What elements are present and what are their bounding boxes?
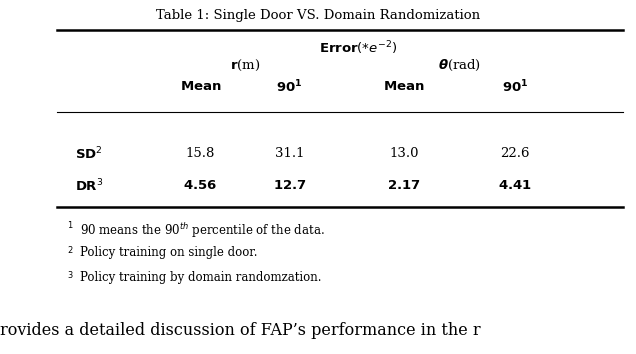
Text: $\mathbf{DR}^{3}$: $\mathbf{DR}^{3}$	[75, 178, 103, 194]
Text: 13.0: 13.0	[389, 148, 418, 160]
Text: rovides a detailed discussion of FAP’s performance in the r: rovides a detailed discussion of FAP’s p…	[0, 322, 481, 339]
Text: $\mathbf{Mean}$: $\mathbf{Mean}$	[383, 80, 425, 93]
Text: Policy training on single door.: Policy training on single door.	[80, 246, 257, 259]
Text: $^{1}$: $^{1}$	[67, 221, 73, 234]
Text: $\mathbf{2.17}$: $\mathbf{2.17}$	[387, 179, 420, 192]
Text: Table 1: Single Door VS. Domain Randomization: Table 1: Single Door VS. Domain Randomiz…	[156, 9, 480, 22]
Text: 22.6: 22.6	[501, 148, 530, 160]
Text: $\mathbf{r}$(m): $\mathbf{r}$(m)	[230, 58, 260, 73]
Text: $\mathbf{4.41}$: $\mathbf{4.41}$	[498, 179, 532, 192]
Text: $^{3}$: $^{3}$	[67, 271, 73, 284]
Text: $\boldsymbol{\theta}$(rad): $\boldsymbol{\theta}$(rad)	[438, 58, 481, 73]
Text: $^{2}$: $^{2}$	[67, 246, 73, 259]
Text: $\mathbf{Error}$$(*e^{-2})$: $\mathbf{Error}$$(*e^{-2})$	[319, 39, 397, 57]
Text: 90 means the 90$^{th}$ percentile of the data.: 90 means the 90$^{th}$ percentile of the…	[80, 221, 324, 240]
Text: $\mathbf{90}^{\mathbf{1}}$: $\mathbf{90}^{\mathbf{1}}$	[502, 79, 529, 95]
Text: 15.8: 15.8	[186, 148, 215, 160]
Text: $\mathbf{4.56}$: $\mathbf{4.56}$	[183, 179, 218, 192]
Text: Policy training by domain randomzation.: Policy training by domain randomzation.	[80, 271, 321, 284]
Text: $\mathbf{90}^{\mathbf{1}}$: $\mathbf{90}^{\mathbf{1}}$	[276, 79, 303, 95]
Text: $\mathbf{Mean}$: $\mathbf{Mean}$	[179, 80, 221, 93]
Text: $\mathbf{12.7}$: $\mathbf{12.7}$	[273, 179, 306, 192]
Text: 31.1: 31.1	[275, 148, 304, 160]
Text: $\mathbf{SD}^{2}$: $\mathbf{SD}^{2}$	[75, 146, 103, 162]
